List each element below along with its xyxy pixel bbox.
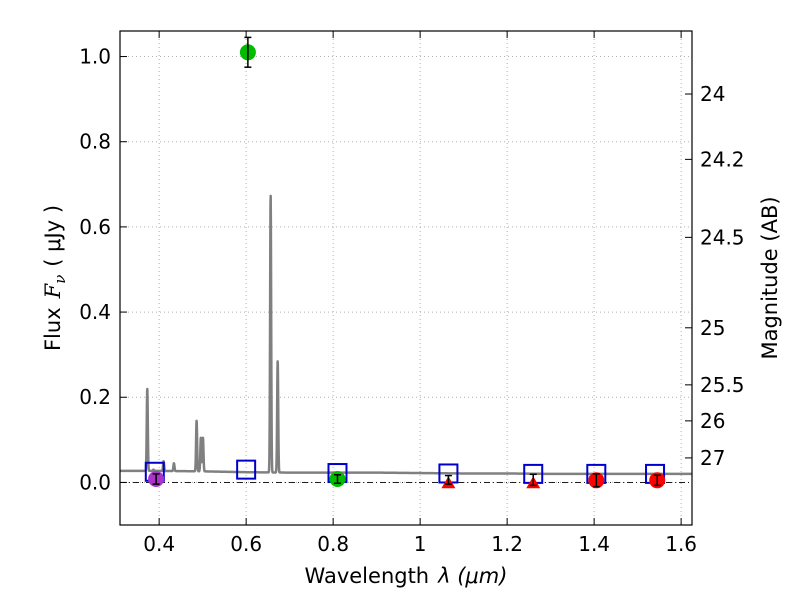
- y-tick-label: 0.4: [79, 300, 111, 324]
- mag-tick-label: 25: [700, 316, 725, 340]
- mag-tick-label: 26: [700, 409, 725, 433]
- mag-tick-label: 24.5: [700, 225, 745, 249]
- x-tick-label: 0.8: [317, 532, 349, 556]
- y-tick-label: 0.0: [79, 470, 111, 494]
- x-tick-label: 0.4: [143, 532, 175, 556]
- y-tick-label: 1.0: [79, 45, 111, 69]
- points-layer: [144, 36, 666, 489]
- y2-axis-label: Magnitude (AB): [758, 196, 782, 359]
- plot-frame: [119, 30, 693, 526]
- mag-tick-label: 24.2: [700, 147, 745, 171]
- mag-tick-label: 25.5: [700, 373, 745, 397]
- x-tick-label: 1.2: [491, 532, 523, 556]
- x-axis-label: Wavelength λ (μm): [305, 564, 508, 588]
- model-square: [236, 459, 257, 480]
- x-tick-label: 1.4: [578, 532, 610, 556]
- y-axis-label: FluxFν( μJy ): [41, 205, 69, 351]
- x-tick-label: 1: [414, 532, 427, 556]
- x-tick-label: 0.6: [230, 532, 262, 556]
- ticks-layer: 0.4 0.6 0.8 1 1.2 1.4 1.6 0.0 0.2 0.4 0.6 0.8 1.0 24 2…: [79, 31, 745, 556]
- mag-tick-label: 27: [700, 446, 725, 470]
- y-tick-label: 0.6: [79, 215, 111, 239]
- y-tick-label: 0.8: [79, 130, 111, 154]
- y-tick-label: 0.2: [79, 385, 111, 409]
- plot-area: [120, 31, 692, 525]
- mag-tick-label: 24: [700, 82, 725, 106]
- x-tick-label: 1.6: [665, 532, 697, 556]
